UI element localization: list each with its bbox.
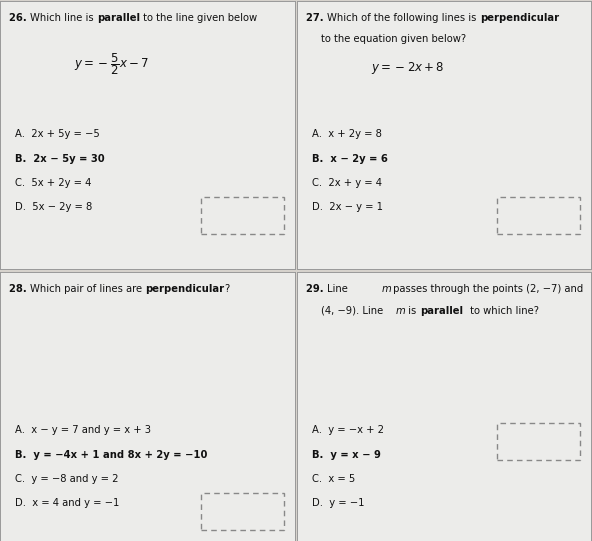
Text: A.  x + 2y = 8: A. x + 2y = 8	[312, 129, 382, 140]
Text: C.  x = 5: C. x = 5	[312, 474, 355, 484]
Bar	[497, 423, 580, 460]
Text: D.  5x − 2y = 8: D. 5x − 2y = 8	[15, 202, 92, 212]
Text: m: m	[381, 285, 391, 294]
Text: B.  y = −4x + 1 and 8x + 2y = −10: B. y = −4x + 1 and 8x + 2y = −10	[15, 450, 207, 460]
Text: D.  x = 4 and y = −1: D. x = 4 and y = −1	[15, 498, 119, 508]
Text: passes through the points (2, −7) and: passes through the points (2, −7) and	[390, 285, 584, 294]
Text: 28.: 28.	[9, 285, 30, 294]
Text: 29.: 29.	[306, 285, 327, 294]
Text: Line: Line	[327, 285, 352, 294]
Text: A.  2x + 5y = −5: A. 2x + 5y = −5	[15, 129, 99, 140]
Text: m: m	[396, 306, 406, 316]
Text: Which pair of lines are: Which pair of lines are	[30, 285, 146, 294]
Text: to the equation given below?: to the equation given below?	[321, 34, 466, 44]
Bar	[201, 196, 284, 234]
Text: parallel: parallel	[420, 306, 464, 316]
Text: B.  x − 2y = 6: B. x − 2y = 6	[312, 154, 388, 163]
Text: perpendicular: perpendicular	[146, 285, 224, 294]
Text: to the line given below: to the line given below	[140, 12, 257, 23]
Text: B.  y = x − 9: B. y = x − 9	[312, 450, 381, 460]
Text: A.  x − y = 7 and y = x + 3: A. x − y = 7 and y = x + 3	[15, 426, 151, 436]
Text: Which line is: Which line is	[30, 12, 97, 23]
Text: (4, −9). Line: (4, −9). Line	[321, 306, 387, 316]
Text: A.  y = −x + 2: A. y = −x + 2	[312, 426, 384, 436]
Text: 26.: 26.	[9, 12, 30, 23]
Text: C.  5x + 2y = 4: C. 5x + 2y = 4	[15, 178, 91, 188]
Bar	[497, 196, 580, 234]
Text: D.  y = −1: D. y = −1	[312, 498, 365, 508]
Text: C.  2x + y = 4: C. 2x + y = 4	[312, 178, 382, 188]
Text: $y=-2x+8$: $y=-2x+8$	[371, 60, 445, 76]
Text: $y=-\dfrac{5}{2}x-7$: $y=-\dfrac{5}{2}x-7$	[74, 51, 149, 77]
Text: C.  y = −8 and y = 2: C. y = −8 and y = 2	[15, 474, 118, 484]
Text: parallel: parallel	[97, 12, 140, 23]
Text: 27.: 27.	[306, 12, 327, 23]
Text: perpendicular: perpendicular	[480, 12, 559, 23]
Text: D.  2x − y = 1: D. 2x − y = 1	[312, 202, 383, 212]
Text: Which of the following lines is: Which of the following lines is	[327, 12, 480, 23]
Text: is: is	[405, 306, 419, 316]
Text: B.  2x − 5y = 30: B. 2x − 5y = 30	[15, 154, 104, 163]
Text: ?: ?	[224, 285, 230, 294]
Bar	[201, 493, 284, 530]
Text: to which line?: to which line?	[467, 306, 539, 316]
